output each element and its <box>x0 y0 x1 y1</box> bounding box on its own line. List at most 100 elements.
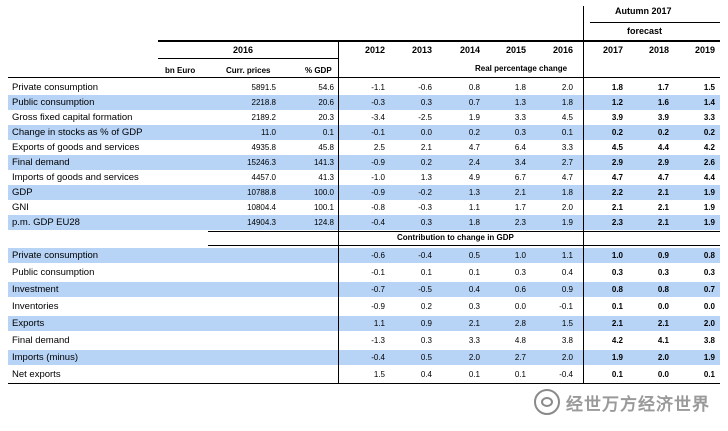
value-cell-2019: 4.4 <box>703 173 715 182</box>
table-row: Exports of goods and services 4935.8 45.8 2… <box>0 140 728 155</box>
value-cell-2013: 0.0 <box>420 128 432 137</box>
table-row: Change in stocks as % of GDP 11.0 0.1 -0.1 0… <box>0 125 728 140</box>
row-highlight <box>8 350 720 365</box>
value-cell-2018: 2.1 <box>657 203 669 212</box>
value-cell-2014: 4.9 <box>468 173 480 182</box>
value-cell-2018: 2.0 <box>657 353 669 362</box>
value-cell-2013: -0.4 <box>418 251 432 260</box>
value-cell-2013: 0.3 <box>420 98 432 107</box>
row-label: Exports <box>12 318 45 329</box>
value-cell-2018: 0.0 <box>657 302 669 311</box>
value-cell-2014: 2.1 <box>468 319 480 328</box>
pct-gdp-label: % GDP <box>305 66 332 75</box>
value-cell-2013: -0.5 <box>418 285 432 294</box>
value-cell-2017: 2.1 <box>611 203 623 212</box>
curr-price-cell: 4457.0 <box>251 173 276 182</box>
unit-label: bn Euro <box>165 66 196 75</box>
value-cell-2016: 2.0 <box>561 203 573 212</box>
curr-price-cell: 5891.5 <box>251 83 276 92</box>
row-highlight <box>8 185 720 200</box>
watermark: 经世万方经济世界 <box>534 389 710 415</box>
table-row: Imports of goods and services 4457.0 41.3 -… <box>0 170 728 185</box>
value-cell-2012: -0.8 <box>371 203 385 212</box>
value-cell-2017: 2.1 <box>611 319 623 328</box>
pct-gdp-cell: 100.1 <box>313 203 334 212</box>
value-cell-2017: 0.8 <box>611 285 623 294</box>
row-label: Exports of goods and services <box>12 142 140 153</box>
pct-gdp-cell: 54.6 <box>318 83 334 92</box>
value-cell-2017: 0.2 <box>611 128 623 137</box>
value-cell-2015: 2.1 <box>514 188 526 197</box>
section1-title: Real percentage change <box>475 64 568 73</box>
pct-gdp-cell: 124.8 <box>313 218 334 227</box>
value-cell-2012: 2.5 <box>373 143 385 152</box>
value-cell-2015: 1.0 <box>514 251 526 260</box>
table-row: GNI 10804.4 100.1 -0.8 -0.3 1.1 1.7 2.0 2.1 2.1 1.… <box>0 200 728 215</box>
row-highlight <box>8 155 720 170</box>
separator-forecast <box>583 6 584 383</box>
row-highlight <box>8 95 720 110</box>
separator-base <box>338 40 339 383</box>
value-cell-2017: 4.2 <box>611 336 623 345</box>
row-highlight <box>8 248 720 263</box>
wechat-icon <box>534 389 560 415</box>
value-cell-2012: -0.1 <box>371 128 385 137</box>
curr-price-cell: 4935.8 <box>251 143 276 152</box>
value-cell-2019: 1.4 <box>703 98 715 107</box>
value-cell-2019: 4.2 <box>703 143 715 152</box>
value-cell-2012: -1.0 <box>371 173 385 182</box>
value-cell-2019: 2.6 <box>703 158 715 167</box>
pct-gdp-cell: 20.6 <box>318 98 334 107</box>
curr-price-cell: 14904.3 <box>247 218 276 227</box>
row-label: Change in stocks as % of GDP <box>12 127 143 138</box>
value-cell-2016: 2.0 <box>561 83 573 92</box>
row-label: Imports (minus) <box>12 352 78 363</box>
row-label: GDP <box>12 187 33 198</box>
value-cell-2015: 4.8 <box>514 336 526 345</box>
section2-rule-top <box>208 231 720 232</box>
value-cell-2013: -2.5 <box>418 113 432 122</box>
value-cell-2014: 0.1 <box>468 268 480 277</box>
value-cell-2014: 4.7 <box>468 143 480 152</box>
value-cell-2017: 1.8 <box>611 83 623 92</box>
row-highlight <box>8 215 720 230</box>
curr-price-cell: 2189.2 <box>251 113 276 122</box>
value-cell-2019: 0.2 <box>703 128 715 137</box>
section2-rule-bottom <box>208 245 720 246</box>
value-cell-2014: 0.5 <box>468 251 480 260</box>
value-cell-2017: 0.1 <box>611 370 623 379</box>
value-cell-2018: 1.6 <box>657 98 669 107</box>
value-cell-2016: 4.7 <box>561 173 573 182</box>
value-cell-2019: 1.9 <box>703 203 715 212</box>
value-cell-2012: -3.4 <box>371 113 385 122</box>
forecast-label: forecast <box>627 26 663 36</box>
value-cell-2018: 0.8 <box>657 285 669 294</box>
value-cell-2016: 3.3 <box>561 143 573 152</box>
row-label: Inventories <box>12 301 59 312</box>
value-cell-2018: 0.0 <box>657 370 669 379</box>
value-cell-2012: -0.4 <box>371 353 385 362</box>
value-cell-2015: 0.6 <box>514 285 526 294</box>
table-bottom-rule <box>8 383 720 384</box>
value-cell-2015: 0.3 <box>514 128 526 137</box>
pct-gdp-cell: 41.3 <box>318 173 334 182</box>
value-cell-2018: 1.7 <box>657 83 669 92</box>
value-cell-2018: 4.7 <box>657 173 669 182</box>
value-cell-2013: 0.2 <box>420 158 432 167</box>
value-cell-2015: 6.4 <box>514 143 526 152</box>
value-cell-2019: 0.0 <box>703 302 715 311</box>
value-cell-2016: 2.7 <box>561 158 573 167</box>
value-cell-2016: 1.1 <box>561 251 573 260</box>
value-cell-2015: 1.8 <box>514 83 526 92</box>
value-cell-2018: 4.1 <box>657 336 669 345</box>
value-cell-2016: 4.5 <box>561 113 573 122</box>
value-cell-2013: 0.9 <box>420 319 432 328</box>
value-cell-2017: 2.2 <box>611 188 623 197</box>
row-label: Imports of goods and services <box>12 172 139 183</box>
value-cell-2016: -0.4 <box>559 370 573 379</box>
curr-price-cell: 2218.8 <box>251 98 276 107</box>
value-cell-2019: 1.9 <box>703 188 715 197</box>
value-cell-2018: 4.4 <box>657 143 669 152</box>
value-cell-2016: 0.9 <box>561 285 573 294</box>
value-cell-2018: 2.1 <box>657 218 669 227</box>
